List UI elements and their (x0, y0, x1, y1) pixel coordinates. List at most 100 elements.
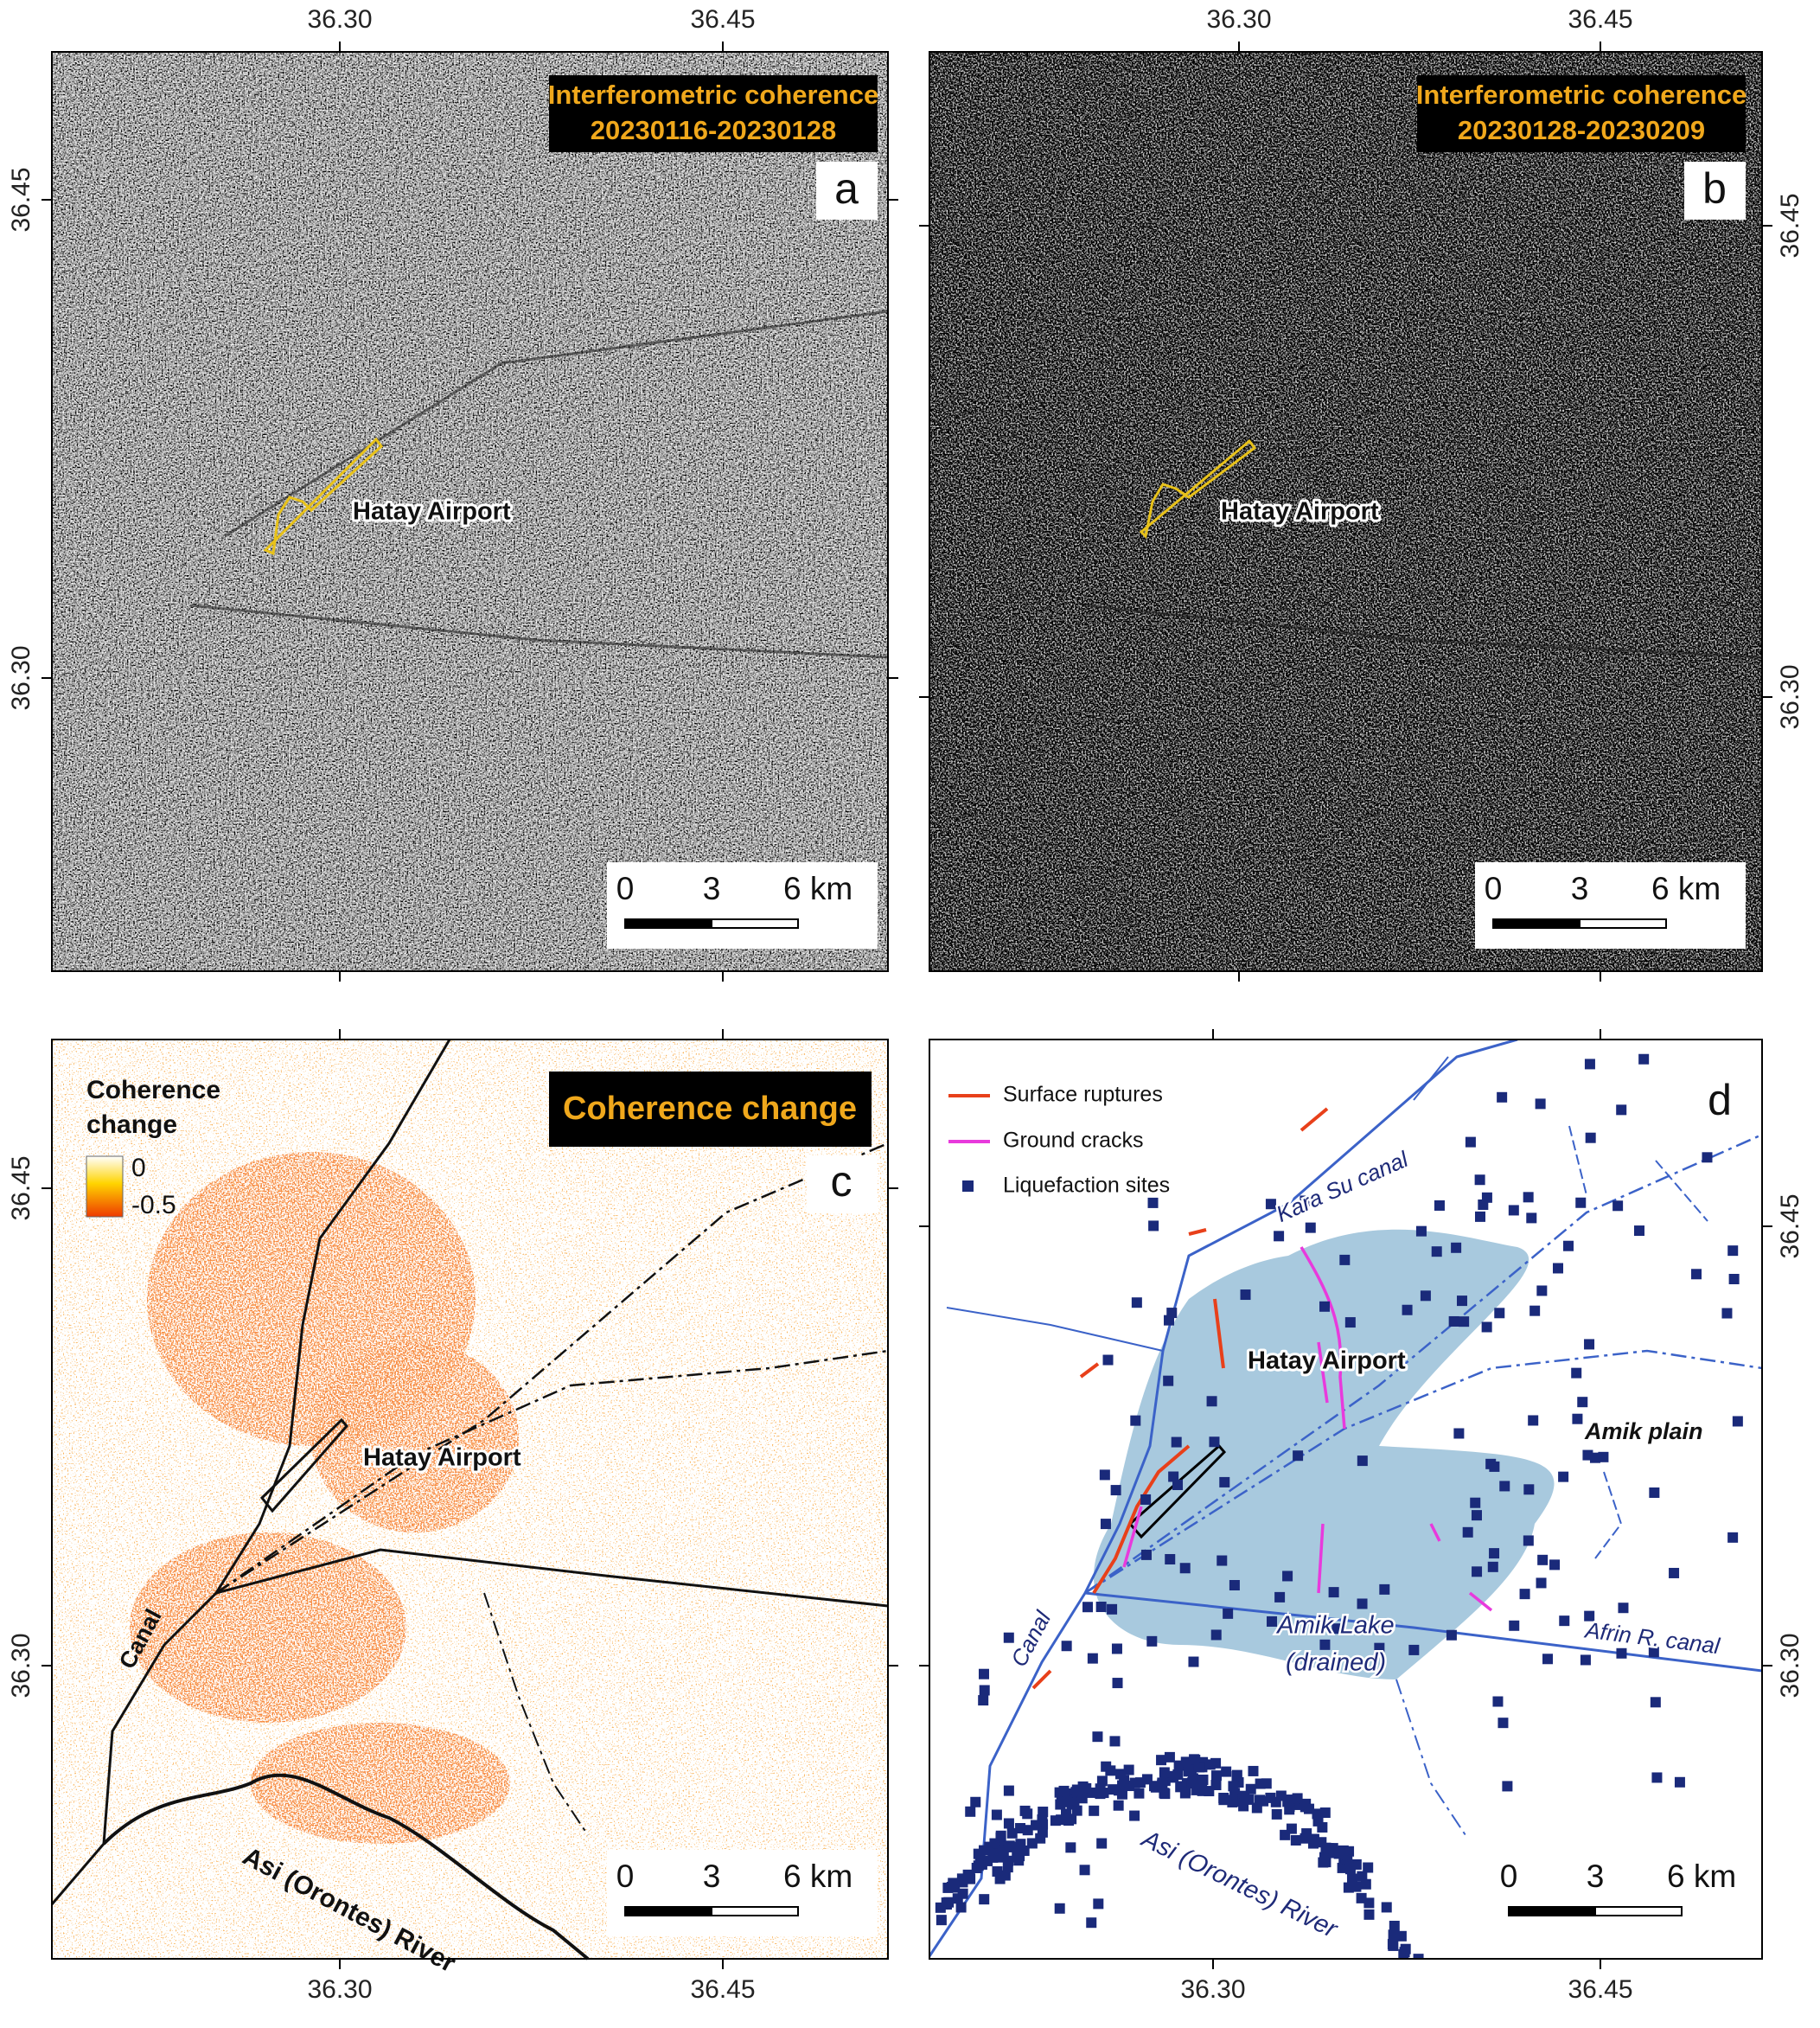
liquefaction-site (1508, 1205, 1519, 1216)
tick-marks (42, 42, 898, 982)
liquefaction-site (1388, 1929, 1399, 1941)
scale-label: 0 (1500, 1858, 1518, 1894)
liquefaction-site (1669, 1567, 1680, 1578)
liquefaction-site (1451, 1242, 1462, 1253)
liquefaction-site (1389, 1920, 1400, 1931)
liquefaction-site (1408, 1961, 1418, 1972)
liquefaction-site (1648, 1647, 1659, 1658)
liquefaction-site (1248, 1765, 1259, 1776)
liquefaction-site (1523, 1484, 1535, 1495)
liquefaction-site (936, 1915, 947, 1926)
liquefaction-site (1240, 1289, 1251, 1301)
liquefaction-site (1443, 1984, 1453, 1994)
liquefaction-site (1363, 1862, 1374, 1873)
liquefaction-site (1448, 1315, 1459, 1327)
road (1084, 604, 1763, 659)
liquefaction-site (1690, 1269, 1702, 1280)
liquefaction-site (1447, 1988, 1458, 1999)
liquefaction-site (1381, 1902, 1392, 1913)
scale-label: 0 (1485, 871, 1503, 906)
liquefaction-site (1440, 1972, 1450, 1982)
x-tick-label: 36.45 (690, 1975, 755, 2004)
liquefaction-site (1363, 1909, 1375, 1920)
liquefaction-site (1344, 1317, 1356, 1328)
liquefaction-site (1412, 1964, 1422, 1974)
speckle-dense (311, 1342, 519, 1532)
scale-bar (1508, 1906, 1596, 1916)
liquefaction-site (1012, 1848, 1023, 1859)
liquefaction-site (1575, 1197, 1587, 1208)
liquefaction-site (1267, 1615, 1278, 1627)
liquefaction-site (1293, 1450, 1304, 1462)
liquefaction-site (1338, 1849, 1350, 1860)
liquefaction-site (1481, 1321, 1492, 1333)
liquefaction-site (1319, 1301, 1331, 1312)
liquefaction-site (1433, 1986, 1443, 1996)
liquefaction-site (1343, 1882, 1354, 1893)
liquefaction-site (1413, 1991, 1423, 2001)
liquefaction-site (948, 1878, 959, 1889)
liquefaction-site (1188, 1656, 1199, 1667)
liquefaction-site (1210, 1770, 1222, 1782)
scale-bar (1579, 918, 1667, 929)
liquefaction-site (1395, 1930, 1407, 1942)
liquefaction-site (1095, 1788, 1106, 1800)
x-tick-label: 36.45 (1568, 1975, 1632, 2004)
map-content (929, 1040, 1763, 2001)
liquefaction-site (1100, 1519, 1111, 1530)
liquefaction-site (1344, 1864, 1356, 1875)
liquefaction-site (1421, 1979, 1432, 1989)
liquefaction-site (1489, 1548, 1500, 1559)
liquefaction-site (1612, 1200, 1624, 1212)
title-box (1417, 75, 1746, 152)
liquefaction-site (1452, 1991, 1462, 2001)
title: 20230116-20230128 (591, 115, 836, 145)
scale-label: 6 km (1651, 871, 1721, 906)
liquefaction-site (978, 1695, 989, 1706)
liquefaction-site (1305, 1222, 1316, 1233)
liquefaction-site (979, 1894, 990, 1905)
liquefaction-site (1290, 1834, 1301, 1846)
liquefaction-site (1058, 1785, 1070, 1796)
liquefaction-site (1065, 1842, 1076, 1853)
liquefaction-site (1436, 1971, 1446, 1981)
liquefaction-site (1071, 1784, 1082, 1795)
liquefaction-site (1300, 1833, 1311, 1844)
liquefaction-site (1410, 1961, 1421, 1971)
liquefaction-site (1585, 1132, 1596, 1143)
liquefaction-site (1502, 1781, 1513, 1792)
liquefaction-site (1168, 1471, 1179, 1482)
frame (51, 1039, 889, 1960)
liquefaction-site (1319, 1807, 1331, 1819)
scale-box (1475, 862, 1746, 949)
liquefaction-site (1148, 1220, 1159, 1232)
plain-label: Amik plain (1584, 1418, 1703, 1444)
liquefaction-site (957, 1888, 968, 1899)
liquefaction-site (1141, 1774, 1153, 1785)
liquefaction-site (1095, 1602, 1107, 1613)
liquefaction-site (1519, 1589, 1530, 1600)
liquefaction-site (1549, 1559, 1561, 1571)
liquefaction-site (1471, 1510, 1482, 1521)
liquefaction-site (1339, 1254, 1351, 1265)
liquefaction-sites (935, 1053, 1743, 2001)
liquefaction-site (1559, 1615, 1570, 1627)
liquefaction-site (1357, 1598, 1368, 1609)
liquefaction-site (991, 1809, 1002, 1820)
x-tick-label: 36.45 (690, 5, 755, 34)
frame (51, 51, 889, 972)
liquefaction-site (1529, 1305, 1541, 1316)
title-box (549, 1072, 872, 1147)
liquefaction-site (1416, 1981, 1427, 1992)
liquefaction-site (1558, 1471, 1569, 1482)
liquefaction-site (1462, 1526, 1473, 1538)
x-tick-label: 36.30 (1206, 5, 1271, 34)
panel-b: Hatay Airport Interferometric coherence … (919, 5, 1804, 982)
liquefaction-site (1304, 1803, 1315, 1814)
tick-marks (42, 1029, 898, 1969)
liquefaction-site (1357, 1455, 1368, 1467)
liquefaction-site (1261, 1778, 1272, 1789)
liquefaction-site (1420, 1290, 1431, 1302)
y-tick-label: 36.45 (7, 1155, 35, 1220)
liquefaction-site (1572, 1413, 1583, 1424)
